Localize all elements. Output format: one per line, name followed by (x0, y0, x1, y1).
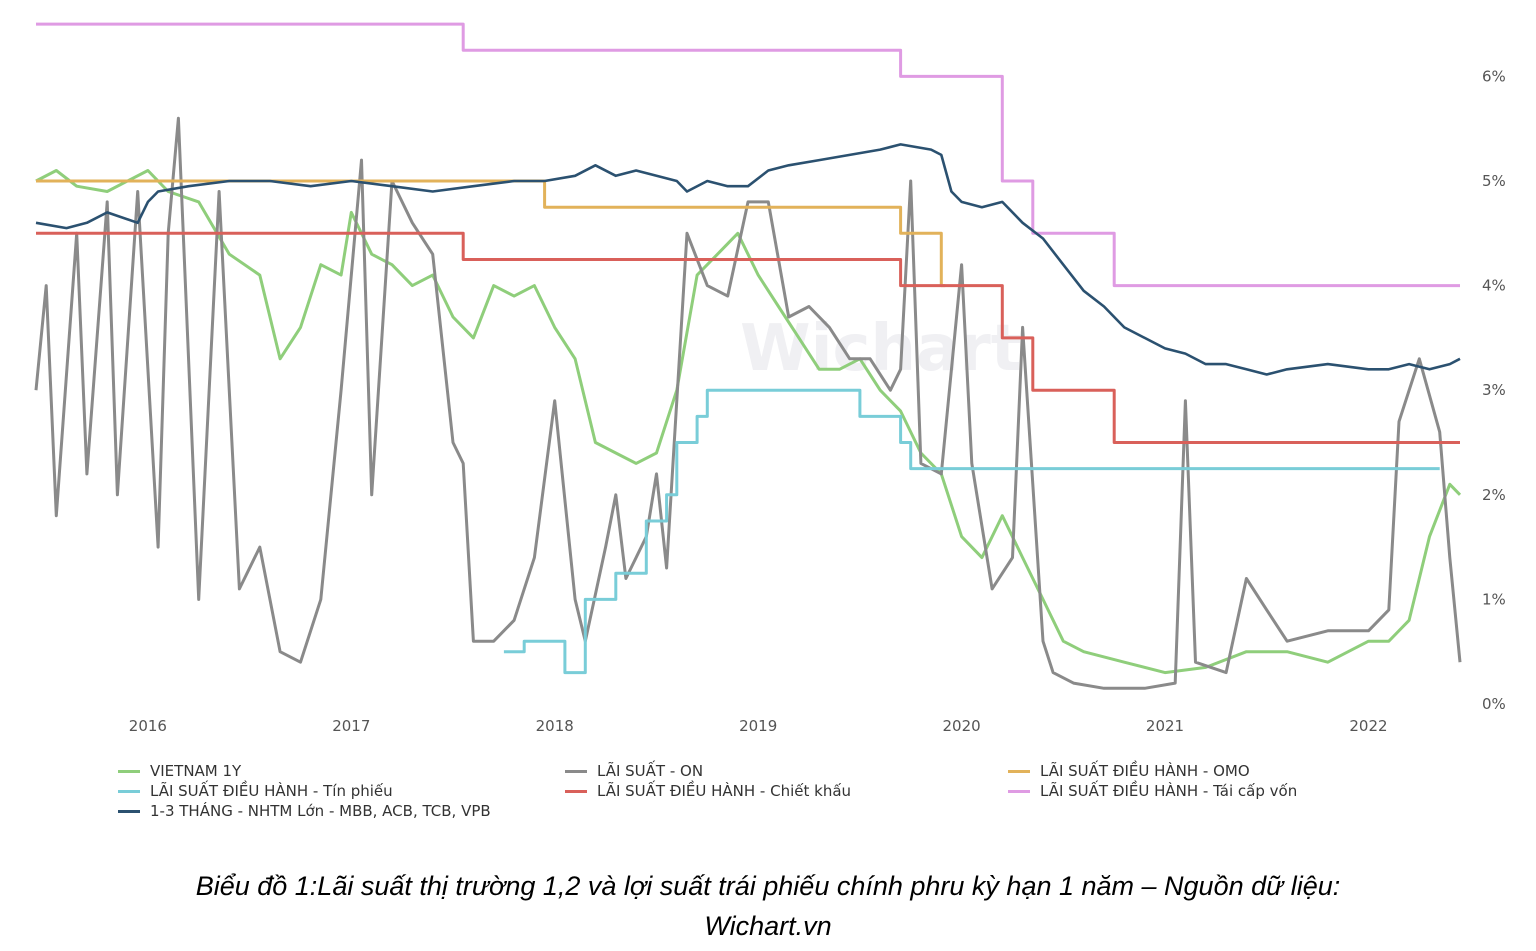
legend-label: LÃI SUẤT ĐIỀU HÀNH - Tái cấp vốn (1040, 782, 1298, 800)
x-tick-label: 2021 (1146, 717, 1184, 735)
series-line (503, 388, 1440, 675)
series-line (35, 169, 1462, 675)
series-line (36, 179, 946, 288)
y-tick-label: 0% (1482, 695, 1506, 713)
y-tick-label: 5% (1482, 172, 1506, 190)
y-axis-ticks: 0% 1% 2% 3% 4% 5% 6% (1482, 67, 1506, 713)
legend-swatch (1008, 789, 1030, 793)
rate-chart: Wichart 2016 2017 2018 2019 2020 2021 2022 0%1… (34, 22, 1506, 735)
x-tick-label: 2017 (332, 717, 370, 735)
y-tick-label: 4% (1482, 277, 1506, 295)
legend-swatch (118, 769, 140, 773)
series-line (35, 143, 1461, 376)
y-tick-label: 6% (1482, 67, 1506, 85)
series-line (36, 22, 1460, 288)
legend-label: LÃI SUẤT ĐIỀU HÀNH - Tín phiếu (150, 782, 393, 800)
legend-swatch (118, 809, 140, 813)
x-tick-label: 2020 (943, 717, 981, 735)
legend-item-omo[interactable]: LÃI SUẤT ĐIỀU HÀNH - OMO (1008, 762, 1250, 780)
x-tick-label: 2018 (536, 717, 574, 735)
caption-line-1: Biểu đồ 1:Lãi suất thị trường 1,2 và lợi… (195, 871, 1341, 901)
legend-swatch (565, 769, 587, 773)
series-layer (34, 22, 1462, 690)
x-axis-ticks: 2016 2017 2018 2019 2020 2021 2022 (129, 717, 1388, 735)
y-tick-label: 2% (1482, 486, 1506, 504)
legend-label: LÃI SUẤT ĐIỀU HÀNH - OMO (1040, 762, 1250, 780)
legend-swatch (1008, 769, 1030, 773)
legend-item-chiet-khau[interactable]: LÃI SUẤT ĐIỀU HÀNH - Chiết khấu (565, 782, 851, 800)
legend-label: LÃI SUẤT ĐIỀU HÀNH - Chiết khấu (597, 782, 852, 800)
y-tick-label: 1% (1482, 590, 1506, 608)
x-tick-label: 2016 (129, 717, 167, 735)
series-line (36, 231, 1460, 444)
legend-swatch (565, 789, 587, 793)
legend-item-on[interactable]: LÃI SUẤT - ON (565, 762, 703, 780)
x-tick-label: 2022 (1349, 717, 1387, 735)
figure-caption: Biểu đồ 1:Lãi suất thị trường 1,2 và lợi… (40, 866, 1496, 946)
caption-line-2: Wichart.vn (704, 911, 832, 941)
legend-label: 1-3 THÁNG - NHTM Lớn - MBB, ACB, TCB, VP… (150, 802, 491, 820)
legend-item-vietnam-1y[interactable]: VIETNAM 1Y (118, 762, 241, 780)
series-line (34, 116, 1462, 690)
legend-item-tai-cap-von[interactable]: LÃI SUẤT ĐIỀU HÀNH - Tái cấp vốn (1008, 782, 1297, 800)
legend-swatch (118, 789, 140, 793)
legend-label: LÃI SUẤT - ON (597, 762, 704, 780)
legend-item-nhtm[interactable]: 1-3 THÁNG - NHTM Lớn - MBB, ACB, TCB, VP… (118, 802, 491, 820)
y-tick-label: 3% (1482, 381, 1506, 399)
x-tick-label: 2019 (739, 717, 777, 735)
legend-item-tin-phieu[interactable]: LÃI SUẤT ĐIỀU HÀNH - Tín phiếu (118, 782, 393, 800)
legend-label: VIETNAM 1Y (150, 762, 242, 780)
